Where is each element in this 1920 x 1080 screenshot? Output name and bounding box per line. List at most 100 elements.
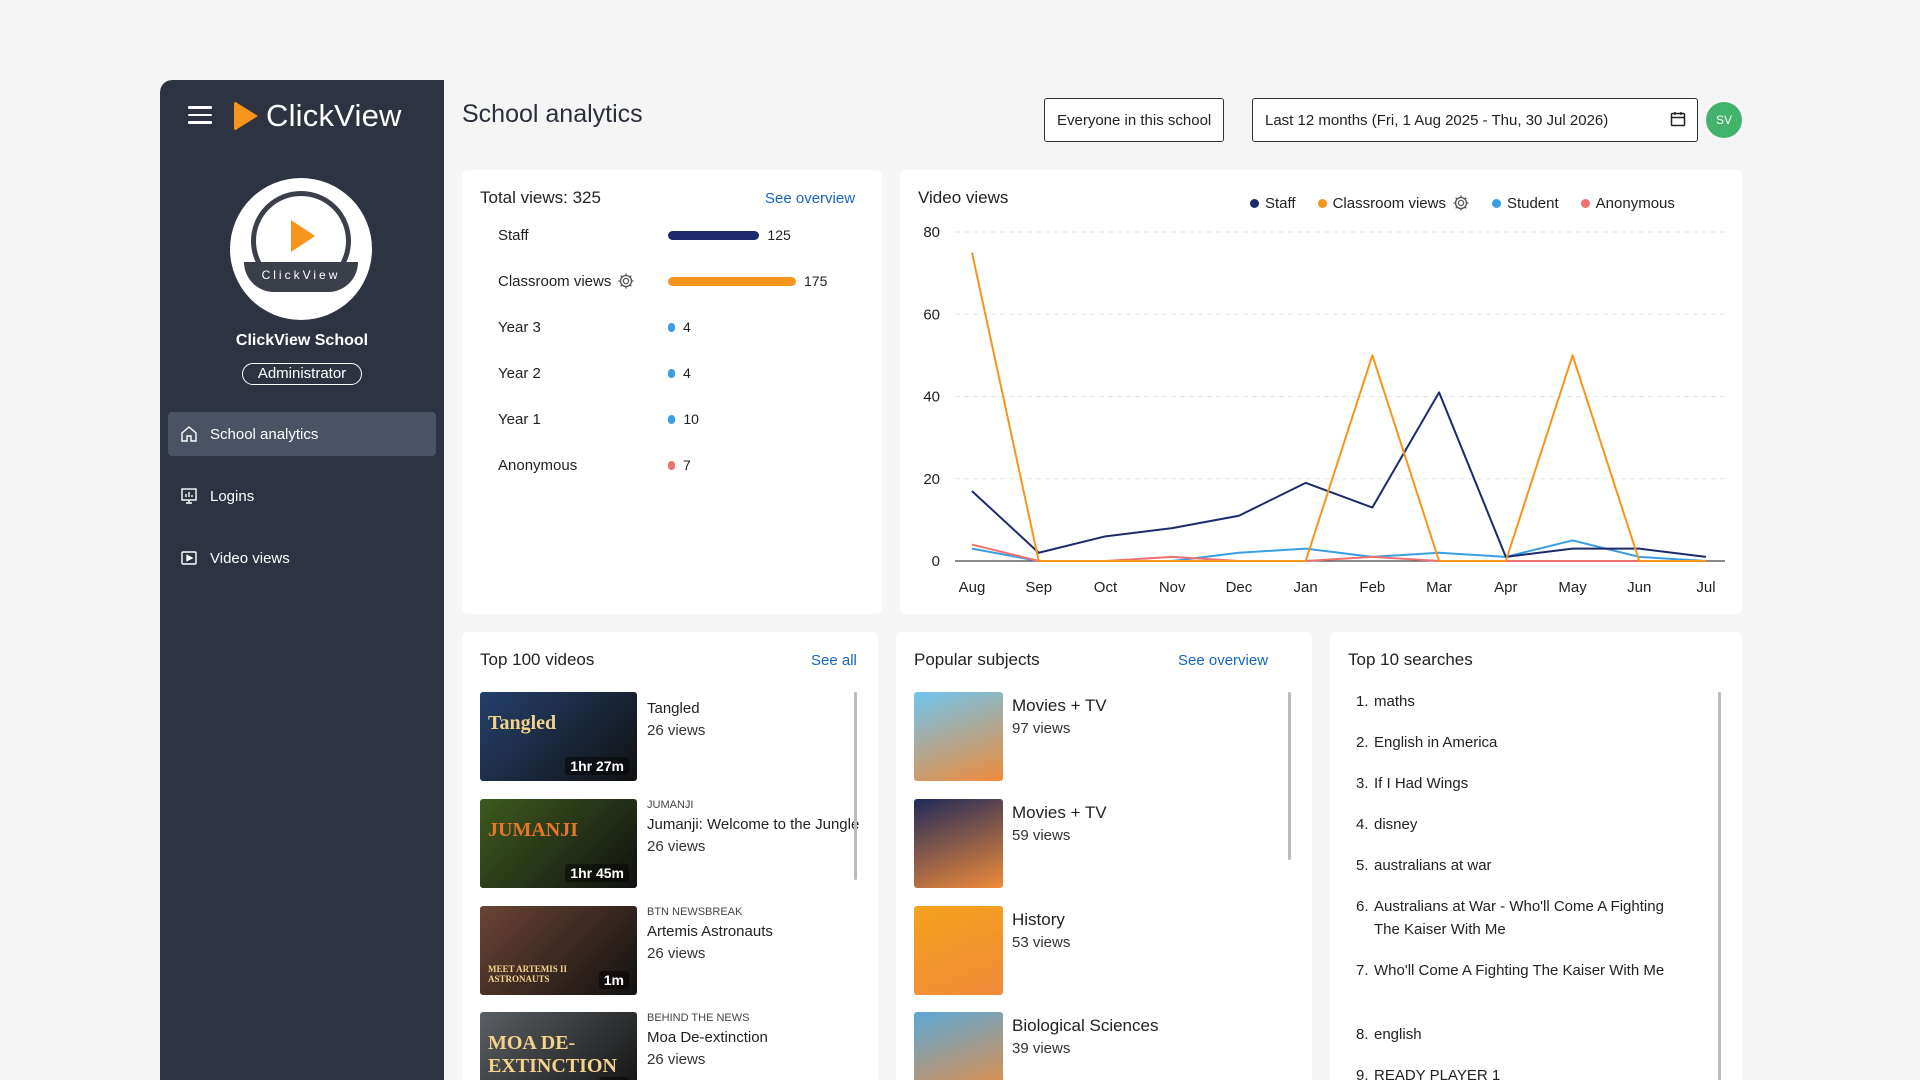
sidebar-item-label: School analytics <box>210 425 319 443</box>
thumbnail-text: MEET ARTEMIS II ASTRONAUTS <box>488 964 568 984</box>
subject-list-item[interactable]: History 53 views <box>914 906 1294 996</box>
search-term[interactable]: disney <box>1374 816 1418 833</box>
video-series: BEHIND THE NEWS <box>647 1012 750 1024</box>
video-title[interactable]: Jumanji: Welcome to the Jungle <box>647 816 860 833</box>
video-duration: 4m <box>598 1077 629 1080</box>
x-tick-label: Jul <box>1696 579 1715 596</box>
page-title: School analytics <box>462 100 643 128</box>
legend-classroom-views[interactable]: Classroom views <box>1317 194 1470 212</box>
logo[interactable]: ClickView <box>234 98 402 134</box>
subject-name[interactable]: History <box>1012 910 1065 929</box>
video-title[interactable]: Moa De-extinction <box>647 1029 768 1046</box>
subject-thumbnail[interactable] <box>914 692 1003 781</box>
video-thumbnail[interactable]: JUMANJI 1hr 45m <box>480 799 637 888</box>
video-series: BTN NEWSBREAK <box>647 906 743 918</box>
video-title[interactable]: Tangled <box>647 700 700 717</box>
video-list-item[interactable]: JUMANJI 1hr 45m JUMANJI Jumanji: Welcome to… <box>480 799 860 889</box>
see-all-link[interactable]: See all <box>811 652 857 669</box>
search-term[interactable]: English in America <box>1374 734 1498 751</box>
search-list-item[interactable]: 7. Who'll Come A Fighting The Kaiser With… <box>1356 959 1676 982</box>
clickview-logo-icon <box>234 101 258 131</box>
row-label-text: Year 2 <box>498 364 541 382</box>
sidebar-item-video-views[interactable]: Video views <box>168 536 436 580</box>
scrollbar[interactable] <box>854 692 857 880</box>
video-thumbnail[interactable]: MOA DE-EXTINCTION4m <box>480 1012 637 1080</box>
subject-thumbnail[interactable] <box>914 1012 1003 1080</box>
legend-anonymous[interactable]: Anonymous <box>1580 195 1675 212</box>
date-range-picker[interactable]: Last 12 months (Fri, 1 Aug 2025 - Thu, 3… <box>1252 98 1698 142</box>
video-duration: 1hr 27m <box>565 757 629 775</box>
video-views-card: Video views Staff Classroom views Studen… <box>900 170 1742 614</box>
avatar-ribbon: ClickView <box>244 262 358 292</box>
subject-views: 59 views <box>1012 827 1071 844</box>
video-series: JUMANJI <box>647 799 694 811</box>
search-term[interactable]: READY PLAYER 1 <box>1374 1067 1501 1080</box>
search-list-item[interactable]: 8. english <box>1356 1023 1676 1046</box>
calendar-icon[interactable] <box>1669 110 1687 128</box>
subject-list-item[interactable]: Movies + TV 59 views <box>914 799 1294 889</box>
total-views-row: Year 2 4 <box>498 361 898 385</box>
row-value: 125 <box>767 227 791 243</box>
x-tick-label: Nov <box>1159 579 1186 596</box>
total-views-row: Classroom views 175 <box>498 269 898 293</box>
legend-label: Staff <box>1265 194 1296 212</box>
search-list-item[interactable]: 6. Australians at War - Who'll Come A Fig… <box>1356 895 1676 941</box>
search-list-item[interactable]: 5. australians at war <box>1356 854 1676 877</box>
subject-list-item[interactable]: Biological Sciences 39 views <box>914 1012 1294 1080</box>
subject-list-item[interactable]: Movies + TV 97 views <box>914 692 1294 782</box>
school-avatar: ClickView <box>230 178 372 320</box>
video-views: 26 views <box>647 838 706 855</box>
legend-staff[interactable]: Staff <box>1250 195 1296 212</box>
search-term[interactable]: australians at war <box>1374 857 1492 874</box>
sidebar-item-school-analytics[interactable]: School analytics <box>168 412 436 456</box>
search-term[interactable]: Australians at War - Who'll Come A Fight… <box>1374 898 1664 938</box>
legend-label: Classroom views <box>1332 194 1446 212</box>
search-rank: 2. <box>1356 734 1369 751</box>
thumbnail-text: JUMANJI <box>488 819 578 841</box>
subject-name[interactable]: Biological Sciences <box>1012 1016 1159 1035</box>
y-tick-label: 20 <box>923 471 940 488</box>
search-list-item[interactable]: 4. disney <box>1356 813 1676 836</box>
search-term[interactable]: english <box>1374 1026 1422 1043</box>
video-list-item[interactable]: MEET ARTEMIS II ASTRONAUTS 1m BTN NEWSBREA… <box>480 906 860 996</box>
video-list-item[interactable]: MOA DE-EXTINCTION4m BEHIND THE NEWS Moa De… <box>480 1012 860 1080</box>
video-thumbnail[interactable]: MEET ARTEMIS II ASTRONAUTS 1m <box>480 906 637 995</box>
search-list-item[interactable]: 2. English in America <box>1356 731 1676 754</box>
subject-thumbnail[interactable] <box>914 799 1003 888</box>
user-avatar[interactable]: SV <box>1706 102 1742 138</box>
gear-icon[interactable] <box>1452 194 1470 212</box>
scope-filter-button[interactable]: Everyone in this school <box>1044 98 1225 142</box>
sidebar-item-logins[interactable]: Logins <box>168 474 436 518</box>
subject-thumbnail[interactable] <box>914 906 1003 995</box>
legend-student[interactable]: Student <box>1491 195 1559 212</box>
row-bar <box>668 230 760 240</box>
subject-name[interactable]: Movies + TV <box>1012 696 1107 715</box>
sidebar: ClickView ClickView ClickView School Adm… <box>160 80 444 1080</box>
video-list-item[interactable]: Tangled 1hr 27m Tangled 26 views <box>480 692 860 782</box>
search-term[interactable]: maths <box>1374 693 1415 710</box>
row-label-text: Year 3 <box>498 318 541 336</box>
search-term[interactable]: If I Had Wings <box>1374 775 1469 792</box>
total-views-card: Total views: 325 See overview Staff 125 Cl… <box>462 170 882 614</box>
hamburger-menu-icon[interactable] <box>188 106 212 124</box>
main-content: School analytics Everyone in this school… <box>444 80 1760 1080</box>
scrollbar[interactable] <box>1288 692 1291 860</box>
see-overview-link[interactable]: See overview <box>765 190 856 207</box>
scrollbar[interactable] <box>1718 692 1721 1080</box>
row-label: Year 3 <box>498 319 668 336</box>
date-range-value: Last 12 months (Fri, 1 Aug 2025 - Thu, 3… <box>1265 111 1609 129</box>
search-term[interactable]: Who'll Come A Fighting The Kaiser With M… <box>1374 962 1665 979</box>
top-searches-title: Top 10 searches <box>1348 650 1473 669</box>
monitor-icon <box>180 487 198 505</box>
subject-name[interactable]: Movies + TV <box>1012 803 1107 822</box>
x-tick-label: Jan <box>1294 579 1318 596</box>
search-list-item[interactable]: 3. If I Had Wings <box>1356 772 1676 795</box>
role-badge: Administrator <box>242 363 362 385</box>
video-title[interactable]: Artemis Astronauts <box>647 923 773 940</box>
search-list-item[interactable]: 1. maths <box>1356 690 1676 713</box>
brand-name: ClickView <box>266 98 402 133</box>
video-thumbnail[interactable]: Tangled 1hr 27m <box>480 692 637 781</box>
search-list-item[interactable]: 9. READY PLAYER 1 <box>1356 1064 1676 1080</box>
see-overview-subjects-link[interactable]: See overview <box>1178 652 1269 669</box>
gear-icon[interactable] <box>617 272 635 290</box>
